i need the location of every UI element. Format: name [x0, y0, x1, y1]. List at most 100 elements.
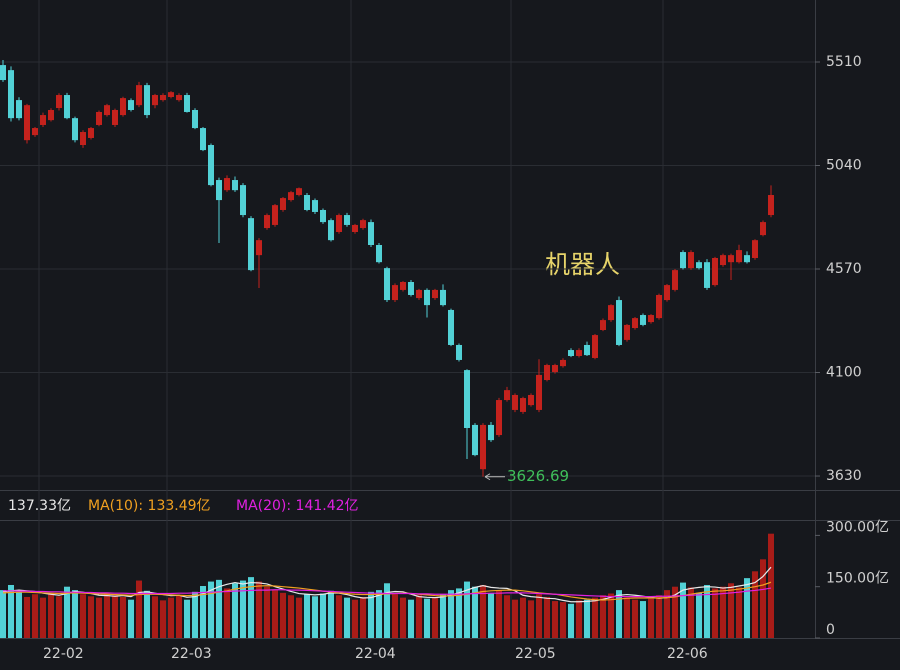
volume-bar [8, 584, 14, 638]
volume-bar [48, 592, 54, 638]
volume-bar [0, 590, 6, 638]
volume-bar [408, 599, 414, 638]
candle-body [280, 198, 286, 210]
candle-body [328, 220, 334, 241]
candle-body [152, 95, 158, 106]
volume-bar [120, 596, 126, 638]
candle-body [208, 145, 214, 186]
volume-bar [616, 590, 622, 638]
candle-body [648, 315, 654, 323]
candle-body [536, 374, 542, 410]
volume-bar [664, 590, 670, 638]
candle-body [72, 118, 78, 141]
volume-bar [520, 597, 526, 638]
volume-bar [256, 581, 262, 638]
volume-bar [320, 593, 326, 638]
candle-body [456, 344, 462, 360]
candle-body [480, 424, 486, 470]
candle-body [744, 255, 750, 263]
candle-body [24, 105, 30, 141]
candle-body [248, 218, 254, 271]
candle-body [552, 365, 558, 373]
volume-bar [400, 597, 406, 638]
candle-body [640, 315, 646, 325]
candle-body [192, 110, 198, 129]
volume-bar [112, 595, 118, 638]
candle-body [712, 257, 718, 286]
volume-bar [584, 599, 590, 638]
candle-body [336, 215, 342, 233]
legend-entry: MA(20): 141.42亿 [236, 498, 359, 514]
candle-body [688, 252, 694, 269]
y-tick-label: 3630 [826, 468, 862, 484]
candle-body [416, 289, 422, 299]
candle-body [240, 185, 246, 216]
candle-body [40, 115, 46, 125]
candle-body [48, 110, 54, 121]
volume-bar [760, 559, 766, 638]
candle-body [720, 255, 726, 266]
candle-body [600, 320, 606, 331]
volume-bar [648, 598, 654, 638]
volume-bar [136, 580, 142, 638]
candle-body [136, 85, 142, 106]
candle-body [704, 262, 710, 288]
candle-body [672, 270, 678, 290]
volume-bar [376, 590, 382, 638]
volume-bar [752, 571, 758, 638]
candle-body [560, 359, 566, 367]
volume-bar [688, 587, 694, 638]
volume-bar [184, 599, 190, 638]
volume-bar [152, 596, 158, 638]
candle-body [200, 128, 206, 151]
volume-bar [640, 601, 646, 638]
candle-body [296, 188, 302, 196]
volume-bar [72, 590, 78, 638]
candle-body [96, 111, 102, 125]
candle-body [168, 92, 174, 98]
volume-bar [160, 600, 166, 638]
volume-bar [672, 586, 678, 638]
volume-bar [536, 594, 542, 638]
volume-bar [392, 594, 398, 638]
candle-body [112, 110, 118, 125]
candle-body [120, 98, 126, 116]
volume-bar [728, 583, 734, 638]
candle-body [0, 65, 6, 81]
candle-body [584, 344, 590, 356]
volume-bar [384, 583, 390, 638]
volume-bar [336, 595, 342, 638]
volume-bar [192, 591, 198, 638]
legend-entry: 137.33亿 [8, 498, 71, 514]
candle-body [752, 240, 758, 258]
volume-bar [240, 580, 246, 638]
candle-body [104, 105, 110, 116]
y-tick-label: 4570 [826, 261, 862, 277]
volume-bar [712, 588, 718, 638]
candle-body [272, 205, 278, 225]
volume-bar [176, 595, 182, 638]
candle-body [736, 250, 742, 263]
volume-bar [424, 598, 430, 638]
ma-line [3, 587, 772, 598]
volume-bar [432, 596, 438, 638]
volume-bar [344, 597, 350, 638]
x-tick-label: 22-04 [355, 646, 396, 662]
candle-body [288, 192, 294, 201]
candle-body [216, 180, 222, 201]
candle-body [528, 394, 534, 406]
volume-bar [288, 595, 294, 638]
candle-body [56, 95, 62, 109]
candle-body [368, 222, 374, 245]
volume-bar [248, 577, 254, 638]
annotation-arrowhead [484, 473, 491, 481]
volume-bar [56, 596, 62, 638]
candle-body [568, 350, 574, 356]
volume-bar [736, 587, 742, 638]
candle-body [632, 318, 638, 329]
volume-bar [32, 594, 38, 638]
candle-body [680, 252, 686, 269]
candle-body [32, 128, 38, 136]
volume-bar [64, 586, 70, 638]
volume-bar [40, 597, 46, 638]
